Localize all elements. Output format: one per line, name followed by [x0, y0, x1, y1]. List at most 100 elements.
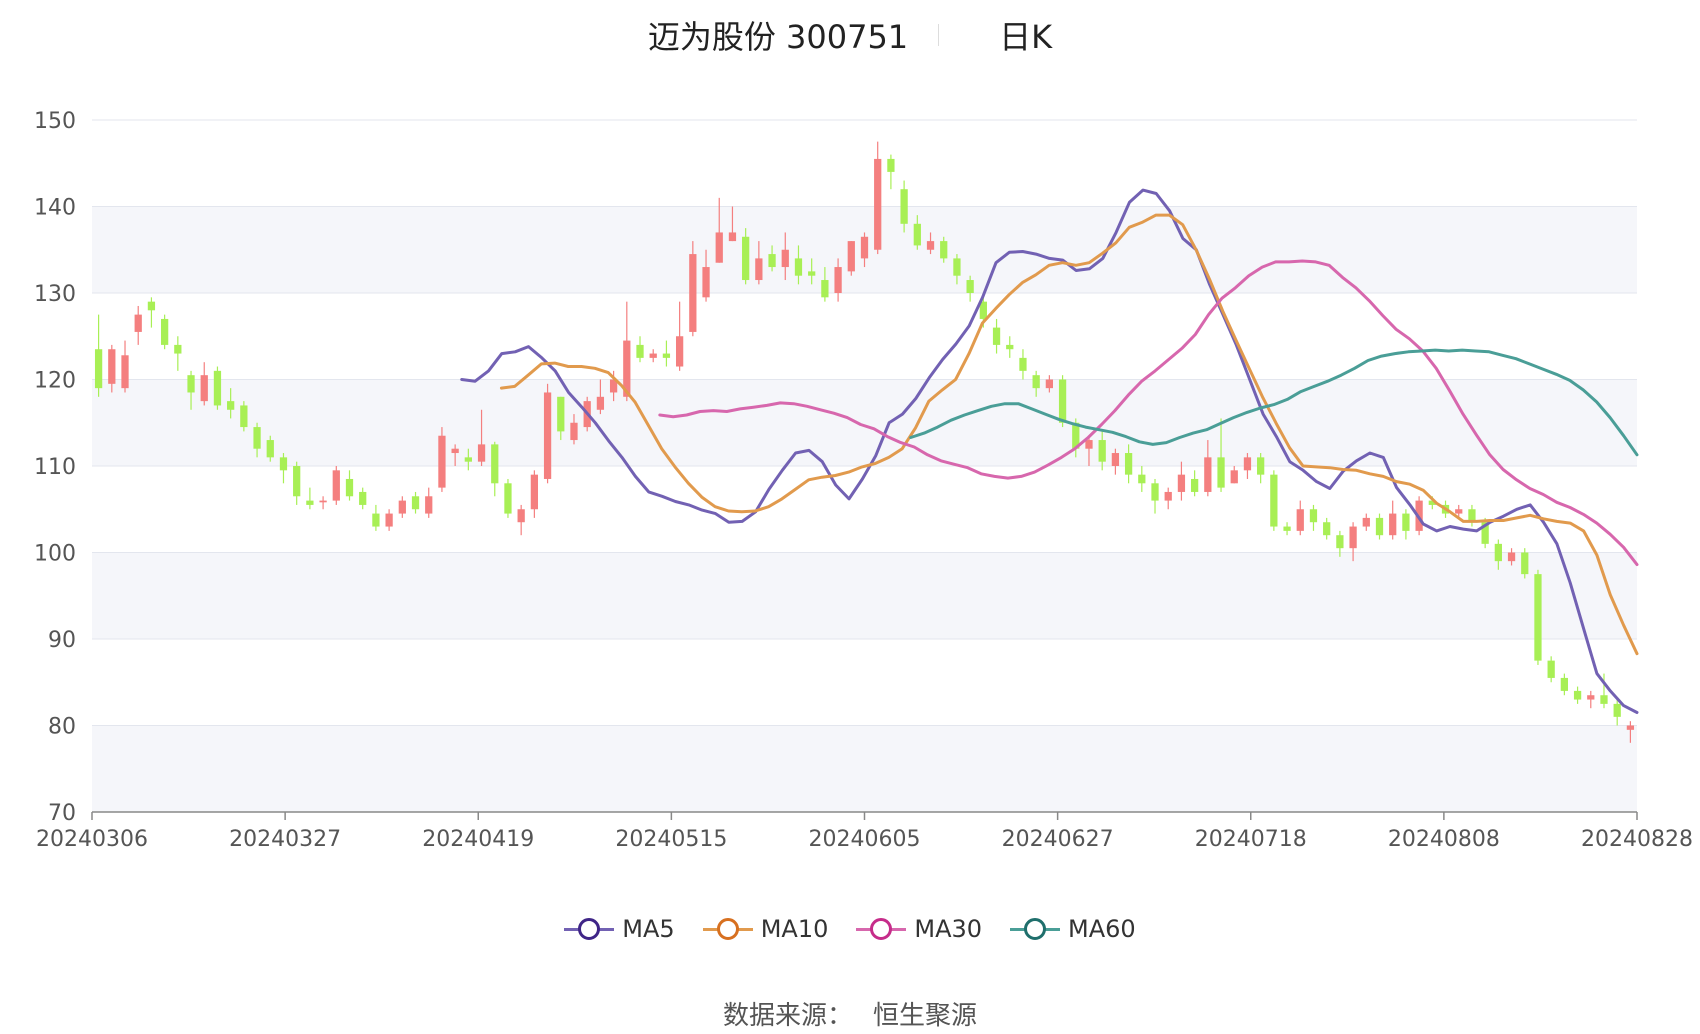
y-tick-label: 90 — [48, 628, 76, 653]
candle-body — [464, 457, 472, 462]
candle-body — [1587, 695, 1595, 700]
y-tick-label: 120 — [34, 369, 76, 394]
candle-body — [1151, 483, 1159, 501]
candle-body — [187, 375, 195, 393]
candle-body — [940, 241, 948, 259]
candle-body — [477, 444, 486, 462]
chart-title-bar: 迈为股份 300751 日K — [0, 10, 1700, 60]
x-tick-label: 20240515 — [615, 827, 727, 852]
candle-body — [926, 241, 935, 250]
x-tick-label: 20240808 — [1388, 827, 1500, 852]
candle-body — [979, 301, 987, 319]
candle-body — [1573, 690, 1582, 700]
series-line-ma30 — [658, 259, 1639, 567]
candle-body — [1006, 344, 1014, 350]
candle-body — [636, 344, 644, 358]
candle-body — [966, 280, 974, 293]
candle-body — [715, 232, 723, 263]
candle-body — [398, 500, 406, 514]
candle-body — [662, 353, 671, 358]
title-separator — [938, 24, 940, 46]
candle-body — [200, 375, 208, 402]
candle-body — [1032, 375, 1040, 389]
candle-body — [702, 267, 710, 298]
candle-body — [768, 254, 776, 268]
candle-body — [160, 318, 169, 345]
band — [92, 379, 1637, 466]
candle-body — [900, 189, 908, 224]
legend-swatch-ma5 — [564, 917, 615, 941]
candle-body — [543, 392, 552, 479]
legend-item-ma5[interactable]: MA5 — [564, 915, 675, 943]
candle-body — [293, 466, 301, 497]
candle-body — [1230, 470, 1238, 484]
candle-body — [253, 427, 261, 449]
candle-body — [319, 500, 327, 503]
candle-body — [359, 491, 367, 505]
candle-body — [1085, 440, 1093, 449]
band — [92, 552, 1637, 639]
candle-body — [1098, 440, 1106, 462]
legend-item-ma60[interactable]: MA60 — [1010, 915, 1136, 943]
candle-body — [570, 422, 578, 441]
band — [92, 725, 1637, 812]
candle-body — [1362, 517, 1370, 527]
candle-body — [1283, 526, 1291, 531]
candle-body — [794, 258, 803, 276]
candle-body — [1389, 513, 1397, 536]
candle-body — [1560, 677, 1569, 691]
legend: MA5 MA10 MA30 MA60 — [0, 915, 1700, 943]
candle-body — [1058, 379, 1067, 423]
candle-body — [675, 336, 684, 367]
legend-item-ma10[interactable]: MA10 — [702, 915, 829, 943]
candle-body — [1626, 725, 1635, 730]
candlestick-series — [94, 141, 1635, 743]
candle-body — [530, 474, 539, 510]
legend-label-ma10: MA10 — [760, 915, 829, 943]
candle-body — [557, 396, 565, 432]
candle-body — [1111, 453, 1120, 466]
candle-body — [834, 267, 842, 293]
candle-body — [1547, 660, 1555, 678]
plot-background-bands — [92, 120, 1637, 812]
y-tick-label: 70 — [48, 801, 76, 826]
candle-body — [742, 236, 750, 281]
x-tick-label: 20240419 — [422, 827, 534, 852]
series-line-ma5 — [460, 188, 1639, 714]
candle-body — [332, 470, 340, 501]
candle-body — [213, 370, 222, 406]
data-source: 数据来源： 恒生聚源 — [722, 1001, 978, 1031]
candle-body — [821, 280, 829, 298]
candle-body — [847, 241, 855, 272]
candle-body — [609, 379, 618, 393]
candle-body — [1138, 474, 1146, 484]
candle-body — [1019, 357, 1027, 371]
candle-body — [1217, 457, 1225, 488]
candle-body — [1349, 526, 1357, 549]
x-tick-label: 20240828 — [1581, 827, 1693, 852]
y-tick-label: 110 — [34, 455, 76, 480]
candle-body — [121, 355, 129, 389]
legend-item-ma30[interactable]: MA30 — [856, 915, 982, 943]
series-line-ma10 — [499, 213, 1639, 656]
candle-body — [1494, 543, 1502, 562]
candle-body — [992, 327, 1001, 345]
y-tick-label: 80 — [48, 715, 76, 740]
band — [92, 639, 1637, 726]
chart-subtitle: 日K — [999, 18, 1053, 56]
legend-label-ma60: MA60 — [1068, 915, 1136, 943]
candle-body — [953, 258, 961, 276]
candle-body — [504, 483, 512, 514]
candle-body — [808, 271, 816, 276]
candle-body — [306, 500, 314, 505]
y-axis: 70 80 90 100 110 120 130 140 150 — [34, 109, 76, 826]
candle-body — [1124, 453, 1133, 475]
chart-title: 迈为股份 300751 — [647, 18, 909, 56]
candle-body — [174, 344, 182, 354]
legend-swatch-ma30 — [856, 917, 907, 941]
candle-body — [345, 478, 354, 497]
candle-body — [517, 509, 525, 523]
candle-body — [1534, 574, 1542, 661]
band — [92, 120, 1637, 207]
candle-body — [1309, 509, 1318, 523]
